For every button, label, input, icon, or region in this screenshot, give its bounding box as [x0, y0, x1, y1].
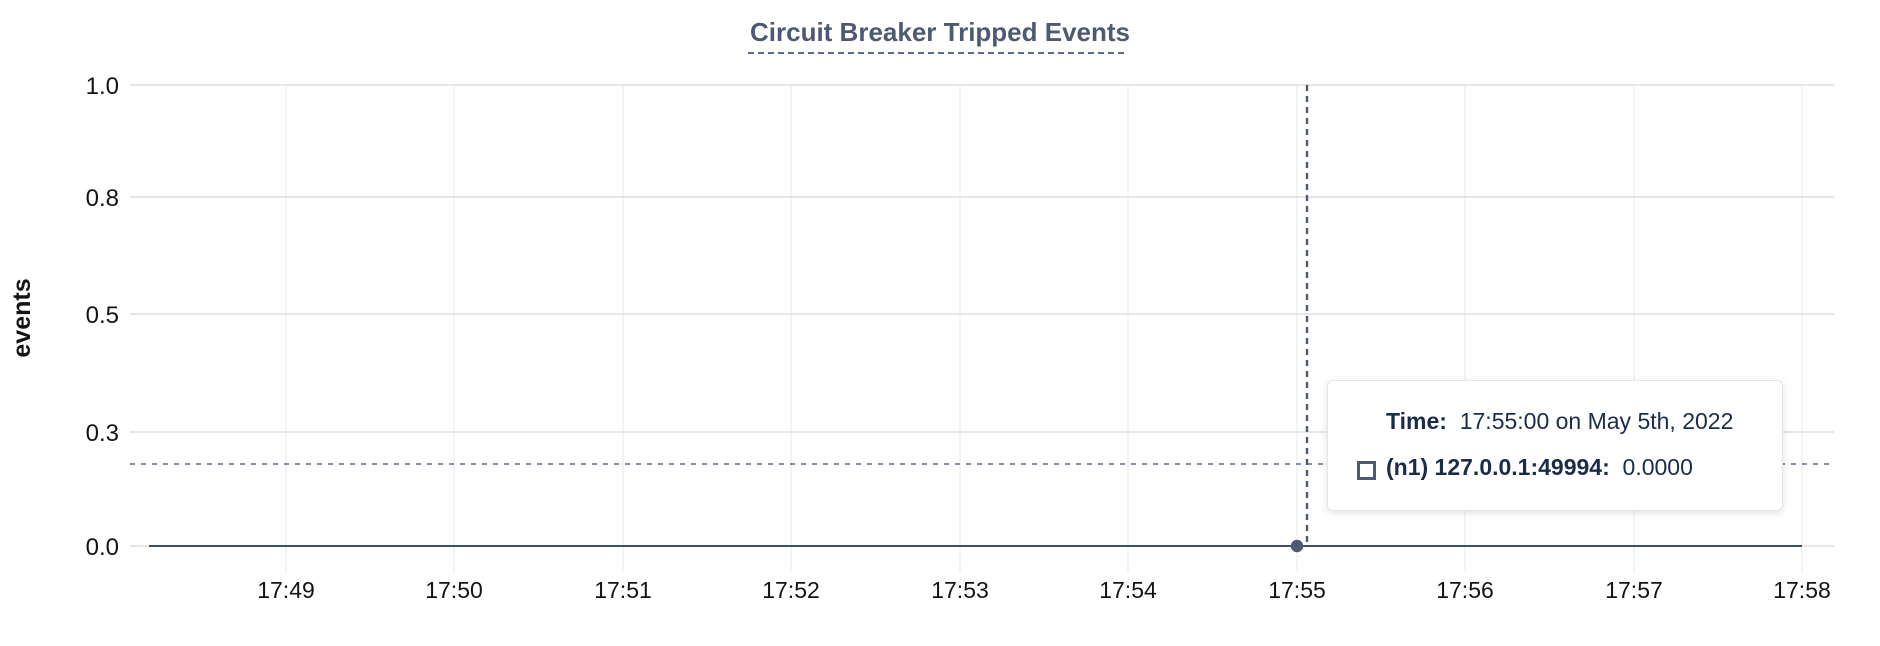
svg-text:0.8: 0.8 [86, 185, 119, 212]
svg-text:events: events [8, 278, 36, 357]
svg-text:17:51: 17:51 [594, 577, 652, 603]
svg-text:0.0: 0.0 [86, 534, 119, 561]
svg-text:17:56: 17:56 [1436, 577, 1494, 603]
svg-text:17:58: 17:58 [1773, 577, 1831, 603]
svg-text:0.5: 0.5 [86, 302, 119, 329]
svg-text:1.0: 1.0 [86, 73, 119, 100]
svg-text:17:49: 17:49 [257, 577, 315, 603]
svg-text:17:53: 17:53 [931, 577, 989, 603]
svg-text:17:57: 17:57 [1605, 577, 1663, 603]
svg-text:17:52: 17:52 [762, 577, 820, 603]
svg-text:17:50: 17:50 [425, 577, 483, 603]
svg-text:0.3: 0.3 [86, 420, 119, 447]
svg-text:17:55: 17:55 [1268, 577, 1326, 603]
svg-text:17:54: 17:54 [1099, 577, 1157, 603]
